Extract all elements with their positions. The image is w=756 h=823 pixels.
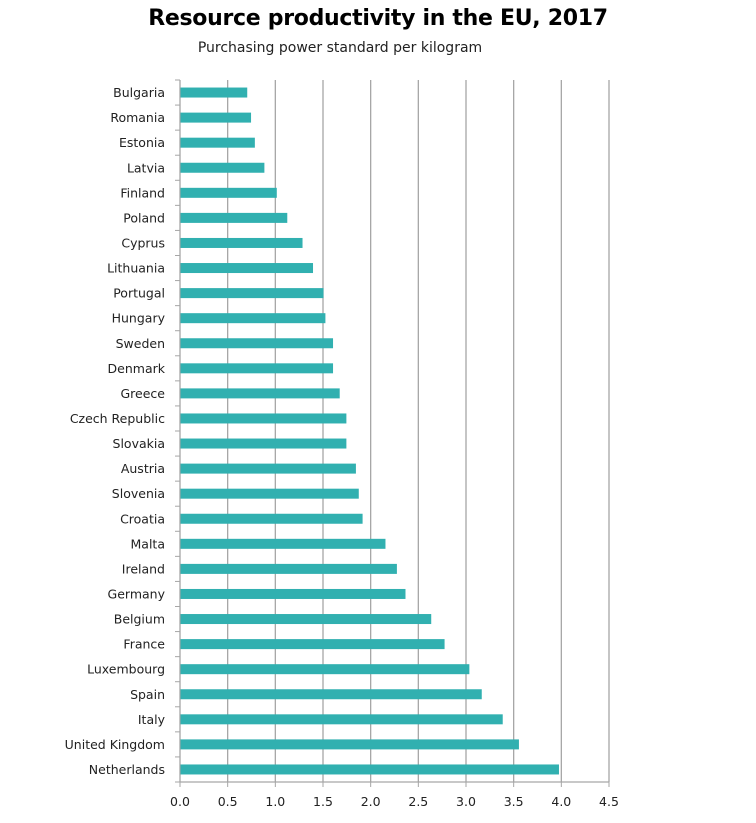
- category-label: Poland: [123, 210, 165, 225]
- category-label: Spain: [130, 687, 165, 702]
- bar-hungary: [180, 313, 326, 324]
- category-label: Greece: [121, 386, 166, 401]
- bar-belgium: [180, 614, 432, 625]
- category-label: Romania: [110, 110, 165, 125]
- bar-spain: [180, 689, 482, 700]
- bar-finland: [180, 187, 277, 198]
- bar-greece: [180, 388, 340, 399]
- bar-sweden: [180, 338, 334, 349]
- bar-austria: [180, 463, 356, 474]
- bar-romania: [180, 112, 252, 123]
- category-label: Slovakia: [113, 436, 165, 451]
- bar-portugal: [180, 288, 324, 299]
- bar-malta: [180, 538, 386, 549]
- bar-lithuania: [180, 263, 314, 274]
- bar-latvia: [180, 162, 265, 173]
- bar-cyprus: [180, 237, 303, 248]
- x-tick-label: 1.0: [265, 794, 285, 809]
- bar-luxembourg: [180, 664, 470, 675]
- x-tick-label: 1.5: [313, 794, 333, 809]
- category-label: Belgium: [114, 612, 165, 627]
- bar-estonia: [180, 137, 255, 148]
- category-label: France: [123, 637, 165, 652]
- category-label: Czech Republic: [70, 411, 165, 426]
- category-label: Finland: [120, 185, 165, 200]
- category-label: Austria: [121, 461, 165, 476]
- bar-france: [180, 639, 445, 650]
- category-label: Lithuania: [107, 261, 165, 276]
- x-tick-label: 3.5: [504, 794, 524, 809]
- bar-slovakia: [180, 438, 347, 449]
- bar-slovenia: [180, 488, 359, 499]
- category-label: Bulgaria: [113, 85, 165, 100]
- category-label: Luxembourg: [87, 662, 165, 677]
- category-label: Germany: [108, 586, 166, 601]
- category-label: Denmark: [108, 361, 166, 376]
- x-tick-label: 0.0: [170, 794, 190, 809]
- category-label: United Kingdom: [65, 737, 165, 752]
- category-label: Portugal: [113, 286, 165, 301]
- bar-netherlands: [180, 764, 559, 775]
- x-tick-label: 2.0: [361, 794, 381, 809]
- category-label: Sweden: [116, 336, 165, 351]
- category-label: Croatia: [120, 511, 165, 526]
- bar-italy: [180, 714, 503, 725]
- category-label: Slovenia: [112, 486, 165, 501]
- x-tick-label: 0.5: [218, 794, 238, 809]
- bar-poland: [180, 212, 288, 223]
- category-label: Hungary: [112, 311, 166, 326]
- bar-denmark: [180, 363, 334, 374]
- category-label: Cyprus: [121, 235, 165, 250]
- bar-czech-republic: [180, 413, 347, 424]
- bar-united-kingdom: [180, 739, 519, 750]
- category-label: Ireland: [122, 561, 165, 576]
- category-label: Estonia: [119, 135, 165, 150]
- chart-subtitle: Purchasing power standard per kilogram: [197, 40, 483, 56]
- bar-bulgaria: [180, 87, 248, 98]
- x-tick-label: 4.5: [599, 794, 619, 809]
- chart-title: Resource productivity in the EU, 2017: [148, 6, 608, 31]
- bar-ireland: [180, 563, 397, 574]
- bar-croatia: [180, 513, 363, 524]
- category-label: Latvia: [127, 160, 165, 175]
- category-label: Netherlands: [89, 762, 165, 777]
- category-label: Malta: [131, 536, 165, 551]
- x-tick-label: 2.5: [408, 794, 428, 809]
- category-label: Italy: [138, 712, 166, 727]
- x-tick-label: 4.0: [551, 794, 571, 809]
- bar-germany: [180, 588, 406, 599]
- x-tick-label: 3.0: [456, 794, 476, 809]
